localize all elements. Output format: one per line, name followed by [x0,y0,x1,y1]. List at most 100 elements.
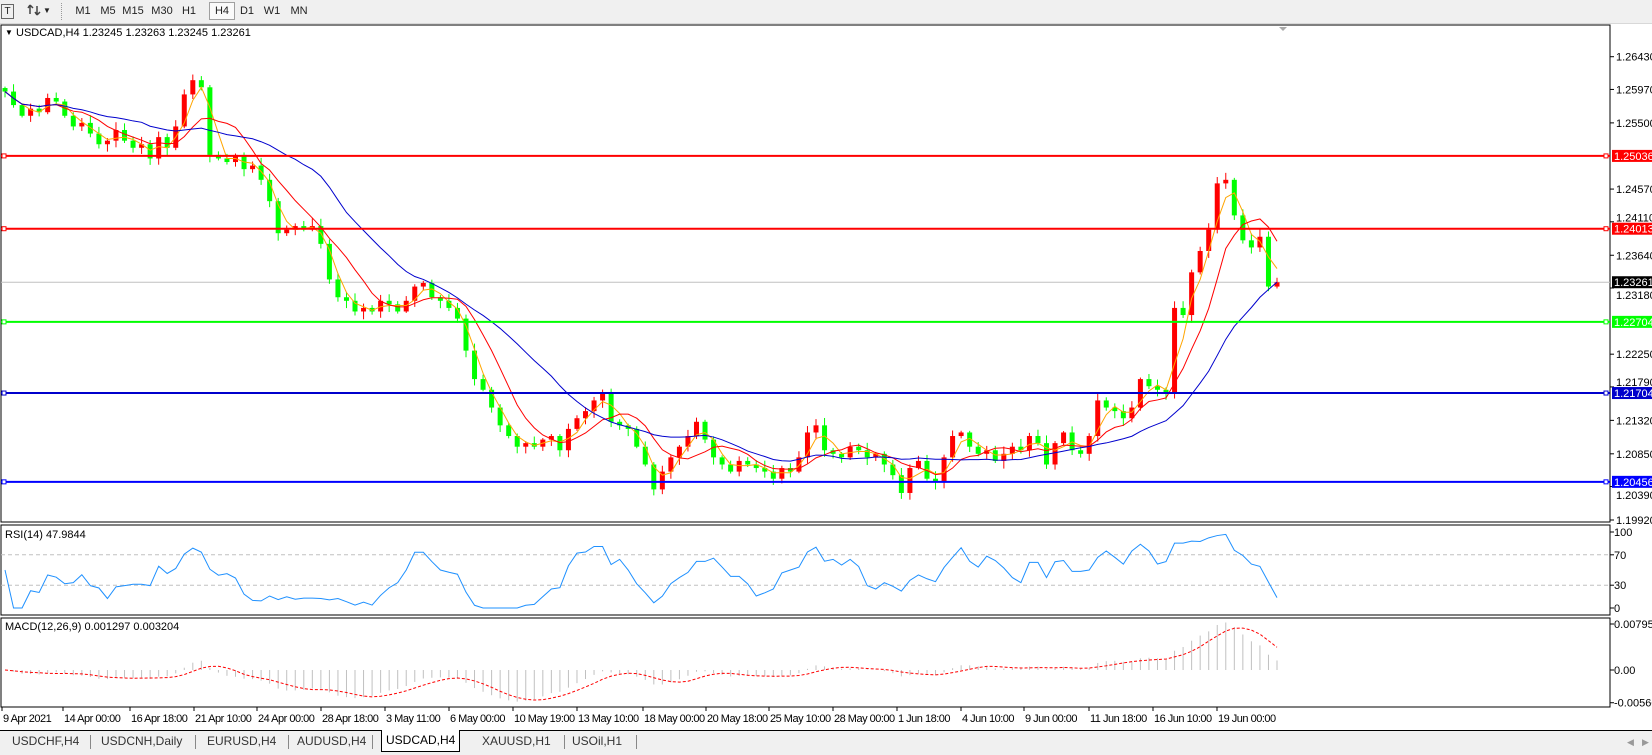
candle-body [79,122,85,127]
scroll-right-icon[interactable]: ▶ [1642,737,1649,747]
level-line-handle-left [1,479,7,485]
candle-body [164,137,170,148]
rsi-tick-label: 100 [1614,527,1632,539]
candle-body [890,464,896,476]
candle-body [335,279,341,298]
scroll-left-icon[interactable]: ◀ [1627,737,1634,747]
rsi-tick-label: 70 [1614,550,1626,562]
candle-body [53,97,59,102]
candle-body [915,460,921,469]
candle-body [719,457,725,465]
chart-tab[interactable]: XAUUSD,H1 [482,734,551,748]
timeframe-m15-button[interactable]: M15 [122,5,144,17]
timeframe-m30-button[interactable]: M30 [151,5,173,17]
candle-body [548,436,554,440]
candle-body [770,471,776,479]
candle-body [1197,250,1203,273]
level-price-label: 1.25036 [1614,151,1652,163]
candle-body [1026,436,1032,451]
candle-body [1180,307,1186,316]
timeframe-h1-button[interactable]: H1 [181,5,197,17]
ma-fast-line [4,86,1278,480]
candle-body [736,460,742,472]
level-price-tag [1612,387,1652,400]
time-tick-label: 16 Jun 10:00 [1154,713,1212,725]
macd-label: MACD(12,26,9) 0.001297 0.003204 [5,621,179,633]
candle-body [472,350,478,380]
dropdown-arrow-icon[interactable]: ▼ [43,6,51,15]
time-tick-label: 19 Jun 00:00 [1218,713,1276,725]
candle-body [753,464,759,469]
chart-tab[interactable]: USDCAD,H4 [381,730,461,752]
candle-body [156,137,162,159]
candle-body [804,432,810,458]
candle-body [1018,446,1024,451]
level-line-handle-right [1603,153,1609,159]
candle-body [1172,307,1178,394]
chart-header-title: USDCAD,H4 1.23245 1.23263 1.23245 1.2326… [16,27,251,39]
candle-body [1154,386,1160,390]
candle-body [958,432,964,437]
candle-body [420,283,426,287]
candle-body [454,307,460,319]
candle-body [1095,400,1101,437]
candle-body [378,300,384,312]
candle-body [813,425,819,433]
candle-body [147,144,153,159]
candle-body [822,425,828,451]
level-line-handle-left [1,226,7,232]
toolbar: T ▼ M1 M5 M15 M30 H1 H4 D1 W1 MN [0,0,1652,24]
candle-body [745,460,751,465]
level-price-tag [1612,222,1652,235]
chart-tab[interactable]: USOil,H1 [572,734,623,748]
candle-body [574,418,580,429]
level-line-handle-left [1,153,7,159]
candle-body [1189,272,1195,316]
chart-header-arrow: ▼ [5,28,13,37]
candle-body [437,297,443,301]
level-price-tag [1612,149,1652,162]
timeframe-m5-button[interactable]: M5 [100,5,116,17]
price-tick-label: 1.21320 [1616,415,1652,427]
price-tick-label: 1.26430 [1616,52,1652,64]
price-tick-label: 1.24570 [1616,184,1652,196]
chart-tab[interactable]: USDCHF,H4 [12,734,80,748]
timeframe-d1-button[interactable]: D1 [239,5,255,17]
tab-separator [90,735,91,749]
ma-slow-line [4,91,1278,462]
candle-body [728,464,734,472]
candle-body [1052,443,1058,465]
price-tick-label: 1.20850 [1616,449,1652,461]
chart-tab[interactable]: AUDUSD,H4 [297,734,367,748]
timeframe-w1-button[interactable]: W1 [263,5,281,17]
chart-type-icon[interactable] [27,3,41,19]
candle-body [497,407,503,426]
candle-body [685,436,691,447]
tab-separator [636,735,637,749]
candle-body [1103,400,1109,408]
candle-body [412,286,418,301]
chart-type-glyph [27,4,41,16]
candle-body [557,436,563,451]
time-tick-label: 4 Jun 10:00 [962,713,1014,725]
candle-body [907,468,913,493]
candle-body [591,400,597,412]
time-tick-label: 21 Apr 10:00 [195,713,252,725]
level-price-label: 1.20456 [1614,477,1652,489]
price-tick-label: 1.23640 [1616,250,1652,262]
candle-body [1086,436,1092,454]
timeframe-m1-button[interactable]: M1 [75,5,91,17]
text-icon[interactable]: T [1,4,14,19]
time-tick-label: 20 May 18:00 [707,713,768,725]
candle-body [70,115,76,127]
macd-panel [0,617,1611,708]
level-line-handle-right [1603,390,1609,396]
timeframe-mn-button[interactable]: MN [290,5,308,17]
time-tick-label: 28 Apr 18:00 [322,713,379,725]
chart-window[interactable]: ▼ USDCAD,H4 1.23245 1.23263 1.23245 1.232… [0,0,1652,730]
chart-tab[interactable]: EURUSD,H4 [207,734,277,748]
chart-tab[interactable]: USDCNH,Daily [101,734,183,748]
timeframe-h4-button[interactable]: H4 [209,2,235,20]
candle-body [583,411,589,419]
candle-body [856,446,862,451]
